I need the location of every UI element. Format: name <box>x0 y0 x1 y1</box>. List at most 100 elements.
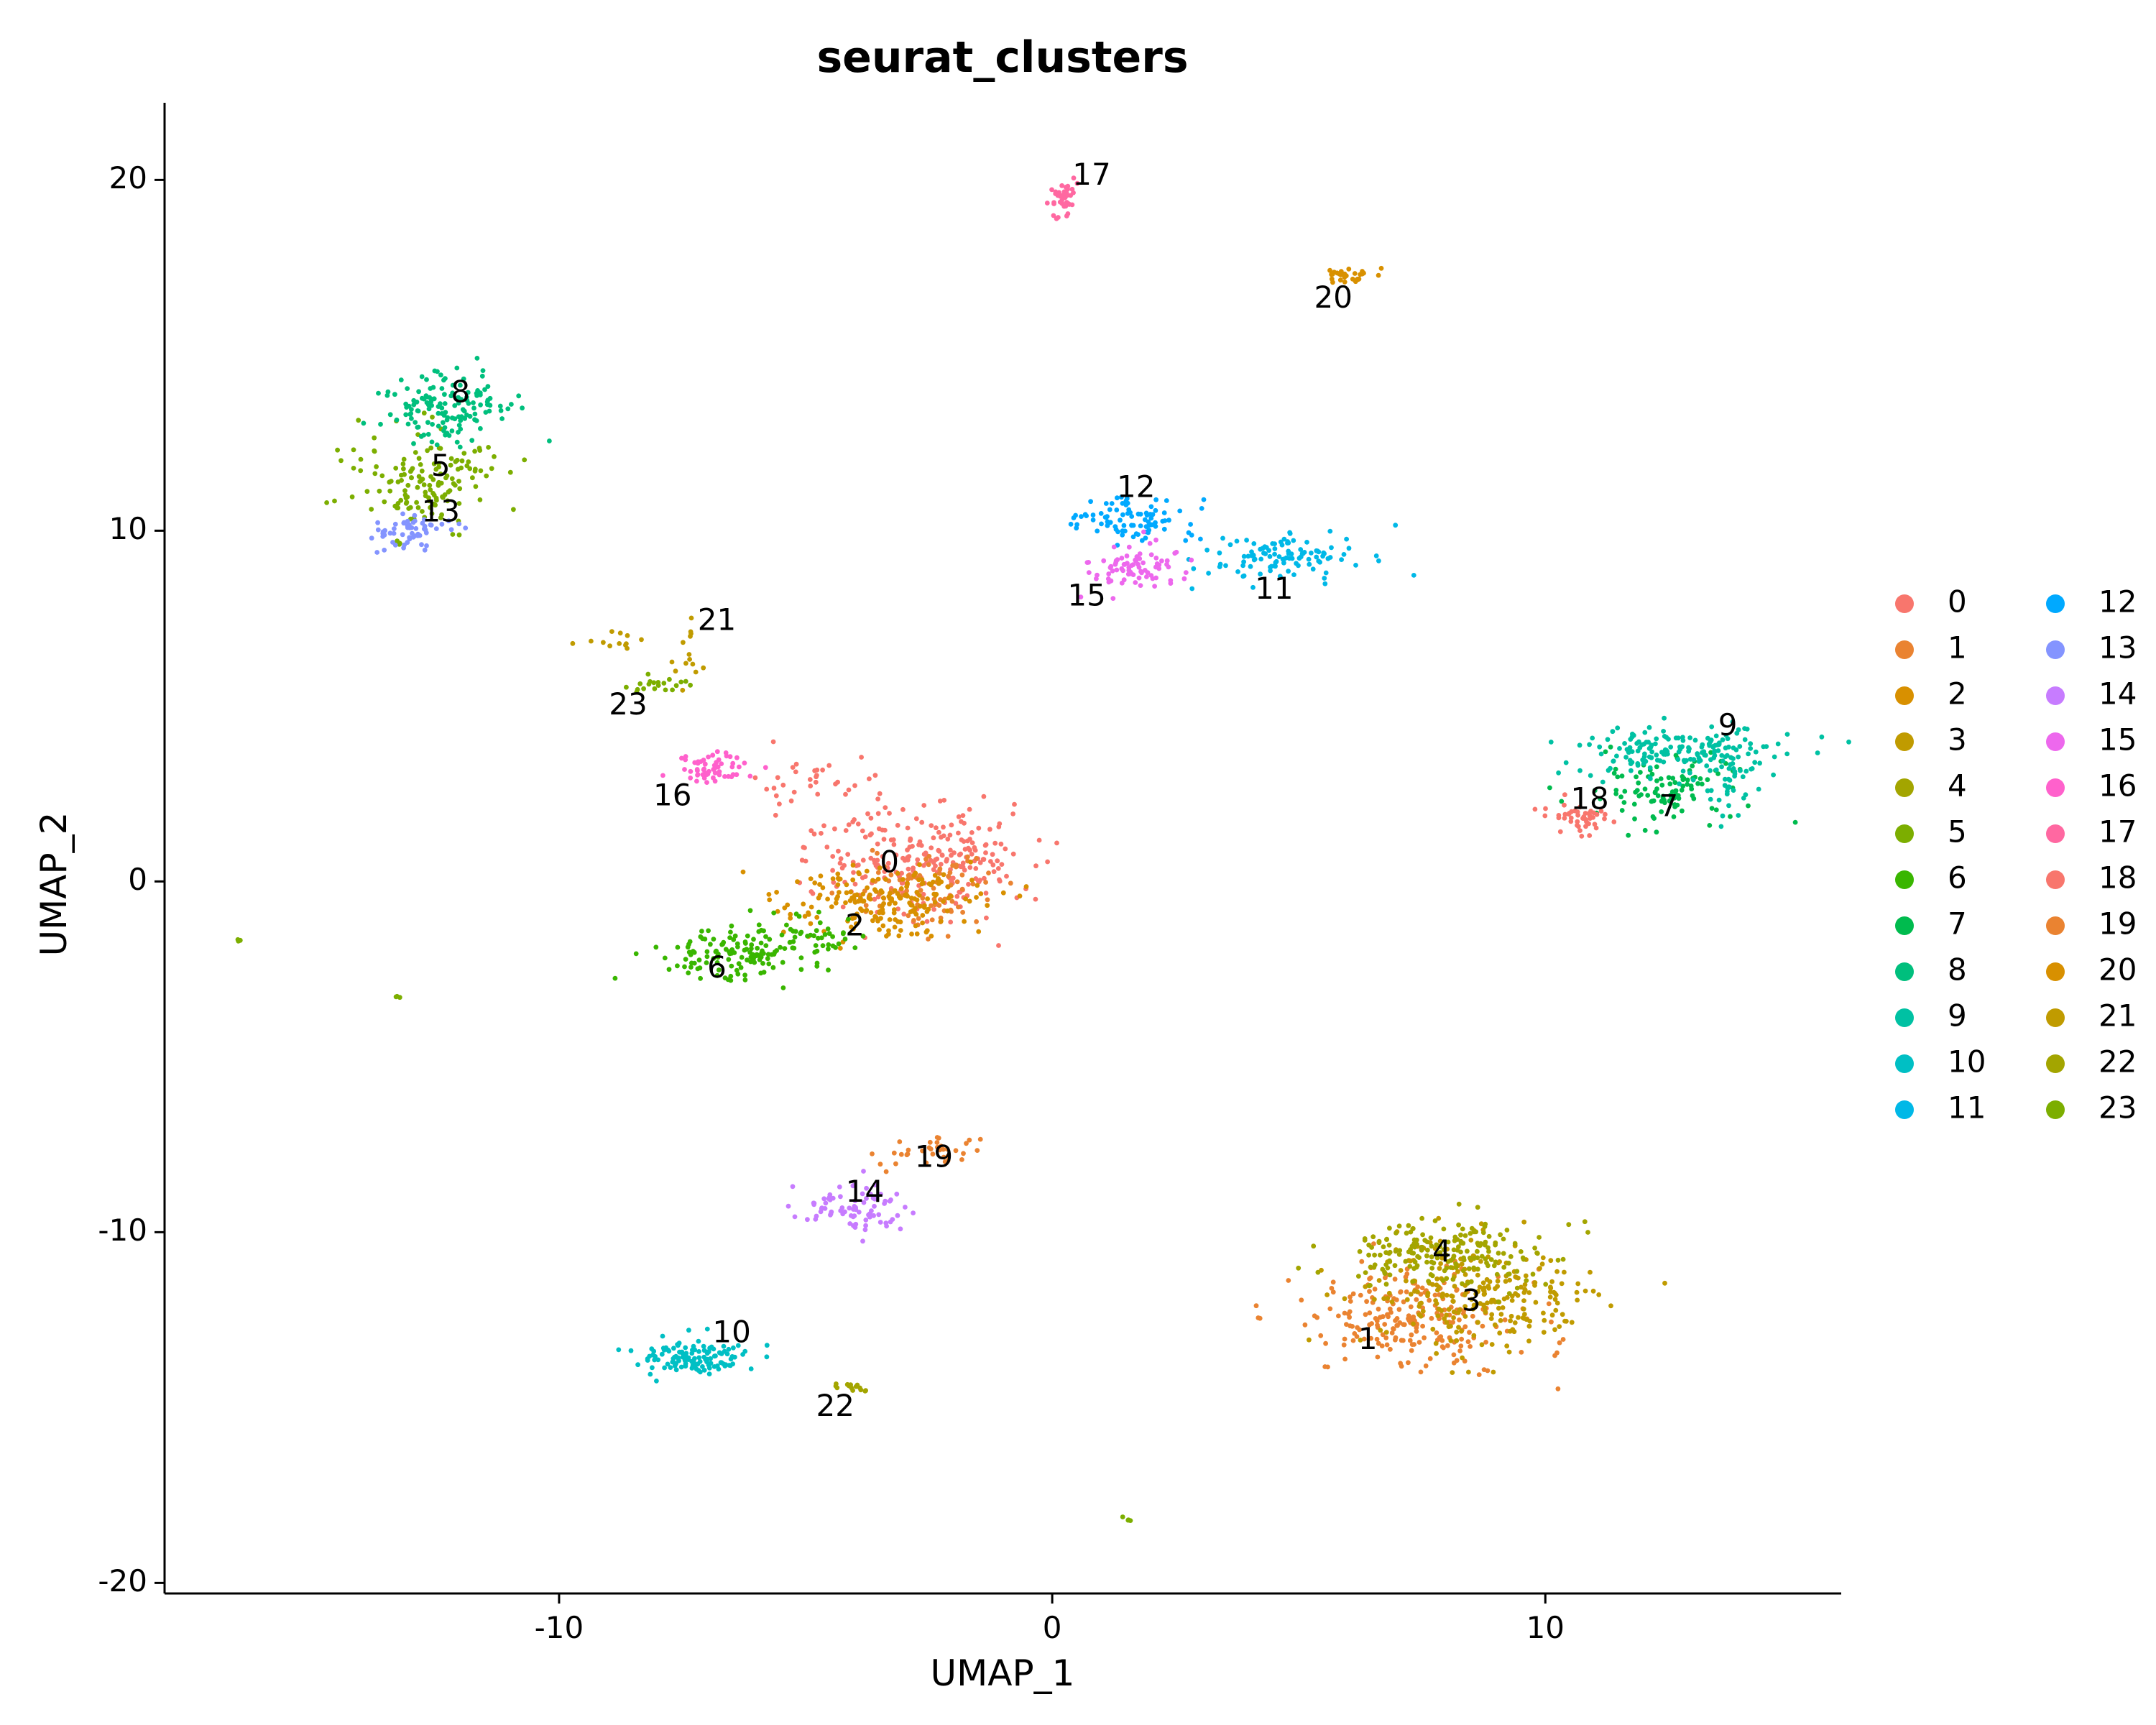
cluster-8-point <box>408 410 414 416</box>
cluster-6-point <box>822 932 828 937</box>
cluster-3-point <box>1497 1330 1503 1336</box>
cluster-1-point <box>1394 1297 1399 1302</box>
cluster-3-point <box>1493 1286 1498 1292</box>
cluster-16-point <box>737 764 742 770</box>
cluster-1-point <box>1476 1372 1482 1377</box>
cluster-6-point <box>760 961 765 966</box>
cluster-6-point <box>732 933 738 939</box>
cluster-16-point <box>705 771 711 777</box>
cluster-19-point <box>891 1150 897 1156</box>
cluster-19-point <box>964 1141 969 1146</box>
cluster-2-point <box>875 876 881 882</box>
cluster-1-point <box>1350 1338 1356 1343</box>
cluster-11-point <box>1241 559 1246 565</box>
cluster-21-point <box>688 631 694 636</box>
cluster-0-point <box>764 786 770 792</box>
cluster-19-point <box>928 1146 934 1151</box>
cluster-2-point <box>837 945 843 951</box>
cluster-1-point <box>1286 1278 1291 1283</box>
cluster-15-point <box>1115 557 1120 563</box>
cluster-3-point <box>1436 1284 1442 1289</box>
cluster-0-point <box>999 862 1005 867</box>
cluster-15-point <box>1153 556 1159 561</box>
legend-item-0: 0 <box>1895 584 1967 620</box>
cluster-label-10: 10 <box>712 1314 750 1349</box>
cluster-5-point <box>430 477 436 482</box>
cluster-5-point <box>438 446 443 451</box>
cluster-8-point <box>384 392 390 398</box>
cluster-0-point <box>921 803 927 808</box>
cluster-9-point <box>1643 758 1649 764</box>
cluster-9-point <box>1743 768 1749 774</box>
cluster-3-point <box>1557 1324 1562 1329</box>
cluster-10-point <box>645 1358 650 1363</box>
cluster-4-point <box>1408 1229 1414 1235</box>
cluster-2-point <box>835 882 841 888</box>
cluster-4-point <box>1411 1251 1416 1256</box>
legend-label: 4 <box>1948 768 1967 804</box>
cluster-18-point <box>1575 812 1581 818</box>
cluster-3-point <box>1522 1282 1528 1287</box>
legend-item-10: 10 <box>1895 1044 1986 1080</box>
cluster-2-point <box>843 900 848 906</box>
cluster-2-point <box>898 919 903 925</box>
cluster-7-point <box>1631 801 1637 807</box>
y-tick-label: 20 <box>109 160 147 196</box>
cluster-1-point <box>1323 1340 1328 1346</box>
cluster-18-point <box>1583 811 1588 816</box>
cluster-4-point <box>1458 1241 1464 1246</box>
cluster-12-point <box>1118 518 1123 523</box>
cluster-8-point <box>509 402 514 407</box>
cluster-2-point <box>905 880 910 886</box>
cluster-20-point <box>1350 276 1355 282</box>
cluster-8-point <box>434 442 440 448</box>
cluster-6-point <box>716 967 722 972</box>
cluster-4-point <box>1296 1265 1302 1271</box>
cluster-2-point <box>926 881 932 886</box>
cluster-11-point <box>1353 563 1358 568</box>
cluster-10-point <box>696 1349 701 1354</box>
cluster-19-point <box>944 1146 950 1152</box>
cluster-6-point <box>814 948 820 954</box>
cluster-1-point <box>1451 1352 1457 1358</box>
cluster-2-point <box>978 891 984 896</box>
cluster-21-point <box>617 641 622 646</box>
cluster-12-point <box>1153 497 1158 502</box>
cluster-15-point <box>1101 558 1107 564</box>
cluster-1-point <box>1416 1340 1422 1345</box>
cluster-3-point <box>1560 1312 1565 1317</box>
cluster-9-point <box>1732 769 1738 774</box>
cluster-5-point <box>472 448 477 454</box>
cluster-23-point <box>637 681 643 686</box>
cluster-9-point <box>1748 741 1754 747</box>
cluster-13-point <box>428 523 434 528</box>
cluster-0-point <box>960 860 966 866</box>
cluster-13-point <box>401 520 407 525</box>
cluster-0-point <box>881 837 887 842</box>
cluster-9-point <box>1680 768 1686 774</box>
cluster-12-point <box>1148 515 1154 521</box>
cluster-3-point <box>1574 1289 1580 1295</box>
cluster-12-point <box>1125 511 1130 516</box>
cluster-2-point <box>1000 890 1006 896</box>
cluster-7-point <box>1792 819 1798 825</box>
cluster-0-point <box>814 773 819 778</box>
cluster-3-point <box>1404 1278 1409 1284</box>
cluster-5-point <box>421 410 427 416</box>
cluster-4-point <box>1458 1232 1463 1238</box>
cluster-1-point <box>1519 1350 1524 1355</box>
cluster-0-point <box>836 848 841 854</box>
cluster-7-point <box>1658 776 1664 781</box>
cluster-0-point <box>915 857 921 862</box>
cluster-0-point <box>810 891 816 896</box>
cluster-3-point <box>1547 1294 1553 1300</box>
cluster-11-point <box>1266 548 1271 553</box>
cluster-0-point <box>969 830 975 835</box>
cluster-11-point <box>1227 542 1233 548</box>
cluster-2-point <box>911 873 916 878</box>
cluster-12-point <box>1153 507 1158 513</box>
cluster-7-point <box>1705 777 1710 783</box>
cluster-5-point <box>440 494 445 500</box>
cluster-2-point <box>913 911 919 917</box>
cluster-15-point <box>1172 551 1178 556</box>
